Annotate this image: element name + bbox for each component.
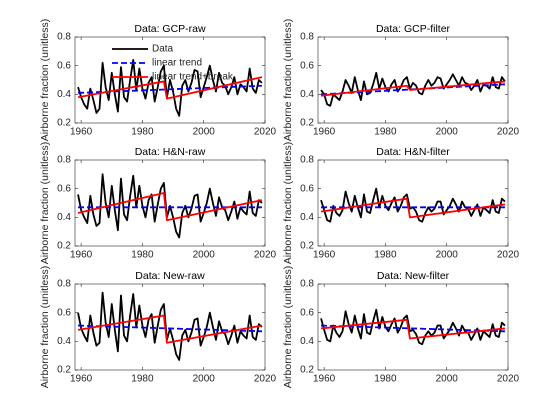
axes-box xyxy=(317,159,509,247)
subplot: 0.2 0.4 0.6 0.8 1960 1980 2000 2020 Data: GCP-fi… xyxy=(282,19,520,142)
y-axis-label: Airborne fraction (unitless) xyxy=(282,142,294,265)
y-tick-label: 0.2 xyxy=(300,241,314,252)
x-tick-label: 1960 xyxy=(70,250,93,261)
x-tick-label: 2020 xyxy=(497,250,520,261)
chart-title: Data: New-filter xyxy=(377,270,450,282)
y-tick-label: 0.8 xyxy=(57,279,71,290)
y-tick-label: 0.6 xyxy=(300,60,314,71)
chart-title: Data: GCP-filter xyxy=(376,23,451,35)
series-line xyxy=(320,197,506,219)
y-tick-label: 0.4 xyxy=(300,89,314,100)
x-tick-label: 2000 xyxy=(436,127,459,138)
x-tick-label: 1960 xyxy=(313,127,336,138)
subplot: 0.2 0.4 0.6 0.8 1960 1980 2000 2020 Data: H&N-fi… xyxy=(282,142,520,265)
y-tick-label: 0.2 xyxy=(300,118,314,129)
axes-box xyxy=(317,36,509,124)
x-tick-label: 2000 xyxy=(193,127,216,138)
plot-area xyxy=(75,160,265,246)
subplot: 0.2 0.4 0.6 0.8 1960 1980 2000 2020 Data: GCP-ra… xyxy=(39,19,277,142)
series-line xyxy=(320,80,506,97)
subplot: 0.2 0.4 0.6 0.8 1960 1980 2000 2020 Data: New-ra… xyxy=(39,266,277,389)
x-tick-label: 1980 xyxy=(374,250,397,261)
chart-title: Data: GCP-raw xyxy=(134,23,206,35)
x-tick-label: 2020 xyxy=(254,374,277,385)
series-line xyxy=(77,173,263,239)
x-tick-label: 1960 xyxy=(70,127,93,138)
x-tick-label: 2000 xyxy=(436,374,459,385)
series-line xyxy=(320,308,506,346)
subplot: 0.2 0.4 0.6 0.8 1960 1980 2000 2020 Data: H&N-ra… xyxy=(39,142,277,265)
y-tick-label: 0.8 xyxy=(300,279,314,290)
x-tick-label: 2020 xyxy=(254,127,277,138)
y-tick-label: 0.4 xyxy=(57,336,71,347)
axes-box xyxy=(74,159,266,247)
y-axis-label: Airborne fraction (unitless) xyxy=(282,266,294,389)
x-tick-label: 1960 xyxy=(313,374,336,385)
y-axis-label: Airborne fraction (unitless) xyxy=(39,142,51,265)
y-tick-label: 0.2 xyxy=(57,241,71,252)
axes-box xyxy=(74,36,266,124)
x-tick-label: 1980 xyxy=(374,374,397,385)
y-tick-label: 0.4 xyxy=(57,89,71,100)
y-axis-label: Airborne fraction (unitless) xyxy=(39,266,51,389)
subplot: 0.2 0.4 0.6 0.8 1960 1980 2000 2020 Data: New-fi… xyxy=(282,266,520,389)
x-tick-label: 2000 xyxy=(193,250,216,261)
y-tick-label: 0.4 xyxy=(57,212,71,223)
y-tick-label: 0.2 xyxy=(300,365,314,376)
y-tick-label: 0.8 xyxy=(300,155,314,166)
series-line xyxy=(77,192,263,222)
series-line xyxy=(320,318,506,340)
chart-title: Data: H&N-filter xyxy=(376,146,450,158)
x-tick-label: 2020 xyxy=(497,127,520,138)
x-tick-label: 2000 xyxy=(436,250,459,261)
axes-box xyxy=(74,283,266,371)
y-tick-label: 0.6 xyxy=(300,307,314,318)
y-tick-label: 0.6 xyxy=(57,183,71,194)
y-axis-label: Airborne fraction (unitless) xyxy=(282,19,294,142)
x-tick-label: 1980 xyxy=(374,127,397,138)
legend-label: linear trend xyxy=(152,58,202,69)
y-axis-label: Airborne fraction (unitless) xyxy=(39,19,51,142)
series-line xyxy=(321,324,505,333)
y-tick-label: 0.8 xyxy=(300,32,314,43)
y-tick-label: 0.6 xyxy=(300,183,314,194)
series-line xyxy=(77,314,263,344)
axes-box xyxy=(317,283,509,371)
y-tick-label: 0.2 xyxy=(57,118,71,129)
legend-label: linear trend+break xyxy=(152,72,234,83)
y-tick-label: 0.6 xyxy=(57,60,71,71)
y-tick-label: 0.4 xyxy=(300,336,314,347)
y-tick-label: 0.8 xyxy=(57,32,71,43)
x-tick-label: 1980 xyxy=(131,127,154,138)
x-tick-label: 1960 xyxy=(70,374,93,385)
y-tick-label: 0.4 xyxy=(300,212,314,223)
chart-title: Data: New-raw xyxy=(135,270,205,282)
series-line xyxy=(77,76,263,100)
x-tick-label: 2000 xyxy=(193,374,216,385)
legend-label: Data xyxy=(152,44,174,55)
plot-area xyxy=(318,160,508,246)
x-tick-label: 1980 xyxy=(131,374,154,385)
x-tick-label: 2020 xyxy=(497,374,520,385)
x-tick-label: 2020 xyxy=(254,250,277,261)
x-tick-label: 1960 xyxy=(313,250,336,261)
y-tick-label: 0.8 xyxy=(57,155,71,166)
y-tick-label: 0.2 xyxy=(57,365,71,376)
plot-area xyxy=(318,284,508,370)
y-tick-label: 0.6 xyxy=(57,307,71,318)
x-tick-label: 1980 xyxy=(131,250,154,261)
chart-title: Data: H&N-raw xyxy=(135,146,206,158)
